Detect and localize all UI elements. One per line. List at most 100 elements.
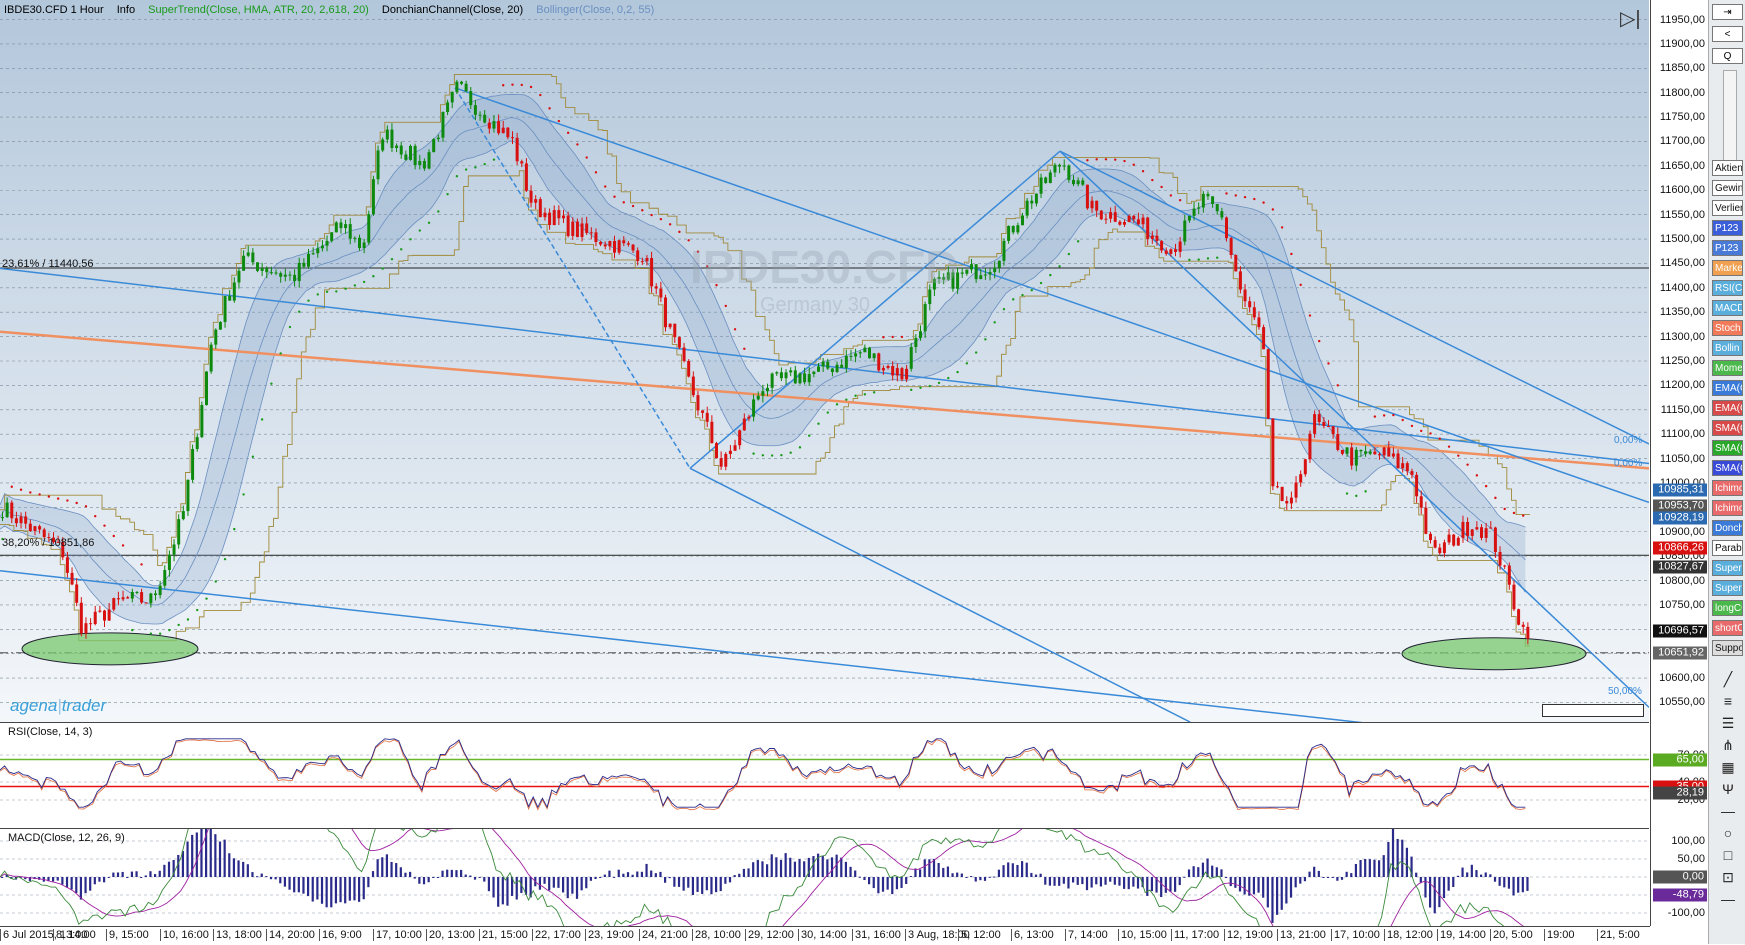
macd-histogram-bar bbox=[645, 863, 648, 877]
indicator-button[interactable]: longCC bbox=[1712, 600, 1743, 616]
candle-body bbox=[1220, 211, 1224, 218]
macd-histogram-bar bbox=[1368, 859, 1371, 877]
scroll-box[interactable] bbox=[1542, 704, 1644, 717]
indicator-button[interactable]: Aktien bbox=[1712, 160, 1743, 176]
line-tool-icon[interactable]: ╱ bbox=[1723, 671, 1733, 687]
supertrend-label[interactable]: SuperTrend(Close, HMA, ATR, 20, 2,618, 2… bbox=[148, 4, 369, 16]
supertrend-dot bbox=[94, 514, 97, 518]
indicator-button[interactable]: SMA(C bbox=[1712, 420, 1743, 436]
supertrend-dot bbox=[1104, 158, 1108, 161]
candle-body bbox=[1521, 624, 1525, 627]
macd-histogram-bar bbox=[1062, 877, 1065, 884]
macd-histogram-bar bbox=[956, 872, 959, 877]
price-tag: 10953,70 bbox=[1653, 499, 1707, 513]
indicator-button[interactable]: Stoch bbox=[1712, 320, 1743, 336]
candle-body bbox=[1322, 422, 1326, 426]
list-icon[interactable]: ☰ bbox=[1721, 715, 1735, 731]
info-link[interactable]: Info bbox=[116, 4, 136, 16]
rsi-pane[interactable]: RSI(Close, 14, 3) bbox=[0, 723, 1649, 829]
indicator-button[interactable]: Gewinn bbox=[1712, 180, 1743, 196]
lines-icon[interactable]: ≡ bbox=[1723, 693, 1733, 709]
macd-histogram-bar bbox=[167, 861, 171, 877]
indicator-button[interactable]: P123 bbox=[1712, 220, 1743, 236]
macd-histogram-bar bbox=[761, 861, 764, 877]
price-axis[interactable]: 11950,00 11900,00 11850,00 11800,00 11750,00… bbox=[1650, 0, 1709, 926]
indicator-button[interactable]: Verlierer bbox=[1712, 200, 1743, 216]
indicator-button[interactable]: Donch bbox=[1712, 520, 1743, 536]
candle-body bbox=[209, 344, 213, 372]
candle-body bbox=[1109, 212, 1113, 219]
time-tick-label: 8, 14:00 bbox=[53, 929, 96, 941]
ellipse-icon[interactable]: ○ bbox=[1723, 825, 1733, 841]
candle-body bbox=[1183, 220, 1187, 242]
toolbar-top-button[interactable]: Q bbox=[1712, 48, 1743, 64]
toolbar-top-button[interactable]: ⇥ bbox=[1712, 4, 1743, 20]
instrument-label[interactable]: IBDE30.CFD 1 Hour bbox=[4, 4, 104, 16]
minus-icon[interactable]: — bbox=[1721, 891, 1735, 907]
rectangle-icon[interactable]: □ bbox=[1723, 847, 1733, 863]
dash-icon[interactable]: — bbox=[1721, 803, 1735, 819]
rsi-label[interactable]: RSI(Close, 14, 3) bbox=[8, 726, 93, 738]
rsi-chart[interactable] bbox=[0, 723, 1649, 828]
macd-label[interactable]: MACD(Close, 12, 26, 9) bbox=[8, 832, 125, 844]
candle-body bbox=[1104, 218, 1108, 220]
supertrend-dot bbox=[409, 238, 412, 241]
macd-histogram-bar bbox=[130, 871, 134, 877]
macd-histogram-bar bbox=[1354, 863, 1358, 877]
indicator-button[interactable]: Ichimo bbox=[1712, 480, 1743, 496]
macd-chart[interactable] bbox=[0, 829, 1649, 926]
candle-body bbox=[789, 370, 793, 373]
macd-pane[interactable]: MACD(Close, 12, 26, 9) bbox=[0, 829, 1649, 926]
indicator-button[interactable]: Super bbox=[1712, 580, 1743, 596]
fork-icon[interactable]: ⋔ bbox=[1722, 737, 1734, 753]
indicator-button[interactable]: MACD bbox=[1712, 300, 1743, 316]
candle-body bbox=[659, 288, 663, 298]
candle-body bbox=[622, 240, 626, 244]
indicator-button[interactable]: EMA(C bbox=[1712, 400, 1743, 416]
scale-icon[interactable]: ⊡ bbox=[1722, 869, 1734, 885]
price-chart[interactable] bbox=[0, 0, 1649, 722]
indicator-button[interactable]: Suppo bbox=[1712, 640, 1743, 656]
indicator-button[interactable]: EMA(C bbox=[1712, 380, 1743, 396]
macd-histogram-bar bbox=[779, 859, 783, 877]
macd-histogram-bar bbox=[70, 877, 73, 890]
time-tick-label: 13, 18:00 bbox=[213, 929, 262, 941]
bollinger-label[interactable]: Bollinger(Close, 0,2, 55) bbox=[536, 4, 655, 16]
indicator-button[interactable]: Parabo bbox=[1712, 540, 1743, 556]
macd-histogram-bar bbox=[1484, 872, 1487, 877]
time-axis[interactable]: 6 Jul 2015, 13:00 8, 14:00 9, 15:00 10, 16:… bbox=[0, 926, 1650, 945]
macd-histogram-bar bbox=[390, 861, 393, 877]
zoom-slider[interactable] bbox=[1723, 70, 1737, 162]
fib-label-38: 38,20% / 10851,86 bbox=[2, 537, 95, 549]
macd-histogram-bar bbox=[589, 877, 593, 881]
donchian-label[interactable]: DonchianChannel(Close, 20) bbox=[381, 4, 524, 16]
candle-body bbox=[1461, 521, 1465, 538]
collapse-panel-icon[interactable]: ▷| bbox=[1620, 8, 1641, 30]
indicator-button[interactable]: Bollin bbox=[1712, 340, 1743, 356]
macd-histogram-bar bbox=[455, 870, 458, 877]
indicator-button[interactable]: Momen bbox=[1712, 360, 1743, 376]
candle-body bbox=[1085, 184, 1089, 209]
indicator-button[interactable]: Market bbox=[1712, 260, 1743, 276]
indicator-button[interactable]: shortCC bbox=[1712, 620, 1743, 636]
indicator-button[interactable]: Super bbox=[1712, 560, 1743, 576]
toolbar-top-button[interactable]: < bbox=[1712, 26, 1743, 42]
supertrend-dot bbox=[798, 446, 802, 449]
indicator-button[interactable]: P123 bbox=[1712, 240, 1743, 256]
macd-histogram-bar bbox=[65, 877, 69, 888]
macd-histogram-bar bbox=[1211, 865, 1214, 877]
macd-histogram-bar bbox=[636, 871, 639, 877]
pitchfork-icon[interactable]: Ψ bbox=[1722, 781, 1734, 797]
indicator-button[interactable]: RSI(C bbox=[1712, 280, 1743, 296]
table-icon[interactable]: ▦ bbox=[1721, 759, 1735, 775]
candle-body bbox=[1429, 533, 1432, 541]
macd-histogram-bar bbox=[1174, 877, 1177, 892]
candle-body bbox=[1354, 449, 1358, 466]
main-chart-pane[interactable]: IBDE30.CFD Germany 30 IBDE30.CFD 1 Hour … bbox=[0, 0, 1649, 723]
indicator-button[interactable]: SMA(C bbox=[1712, 440, 1743, 456]
indicator-button[interactable]: Ichimo bbox=[1712, 500, 1743, 516]
macd-histogram-bar bbox=[631, 874, 634, 877]
macd-histogram-bar bbox=[1350, 873, 1353, 877]
indicator-button[interactable]: SMA(C bbox=[1712, 460, 1743, 476]
candle-body bbox=[214, 329, 218, 345]
